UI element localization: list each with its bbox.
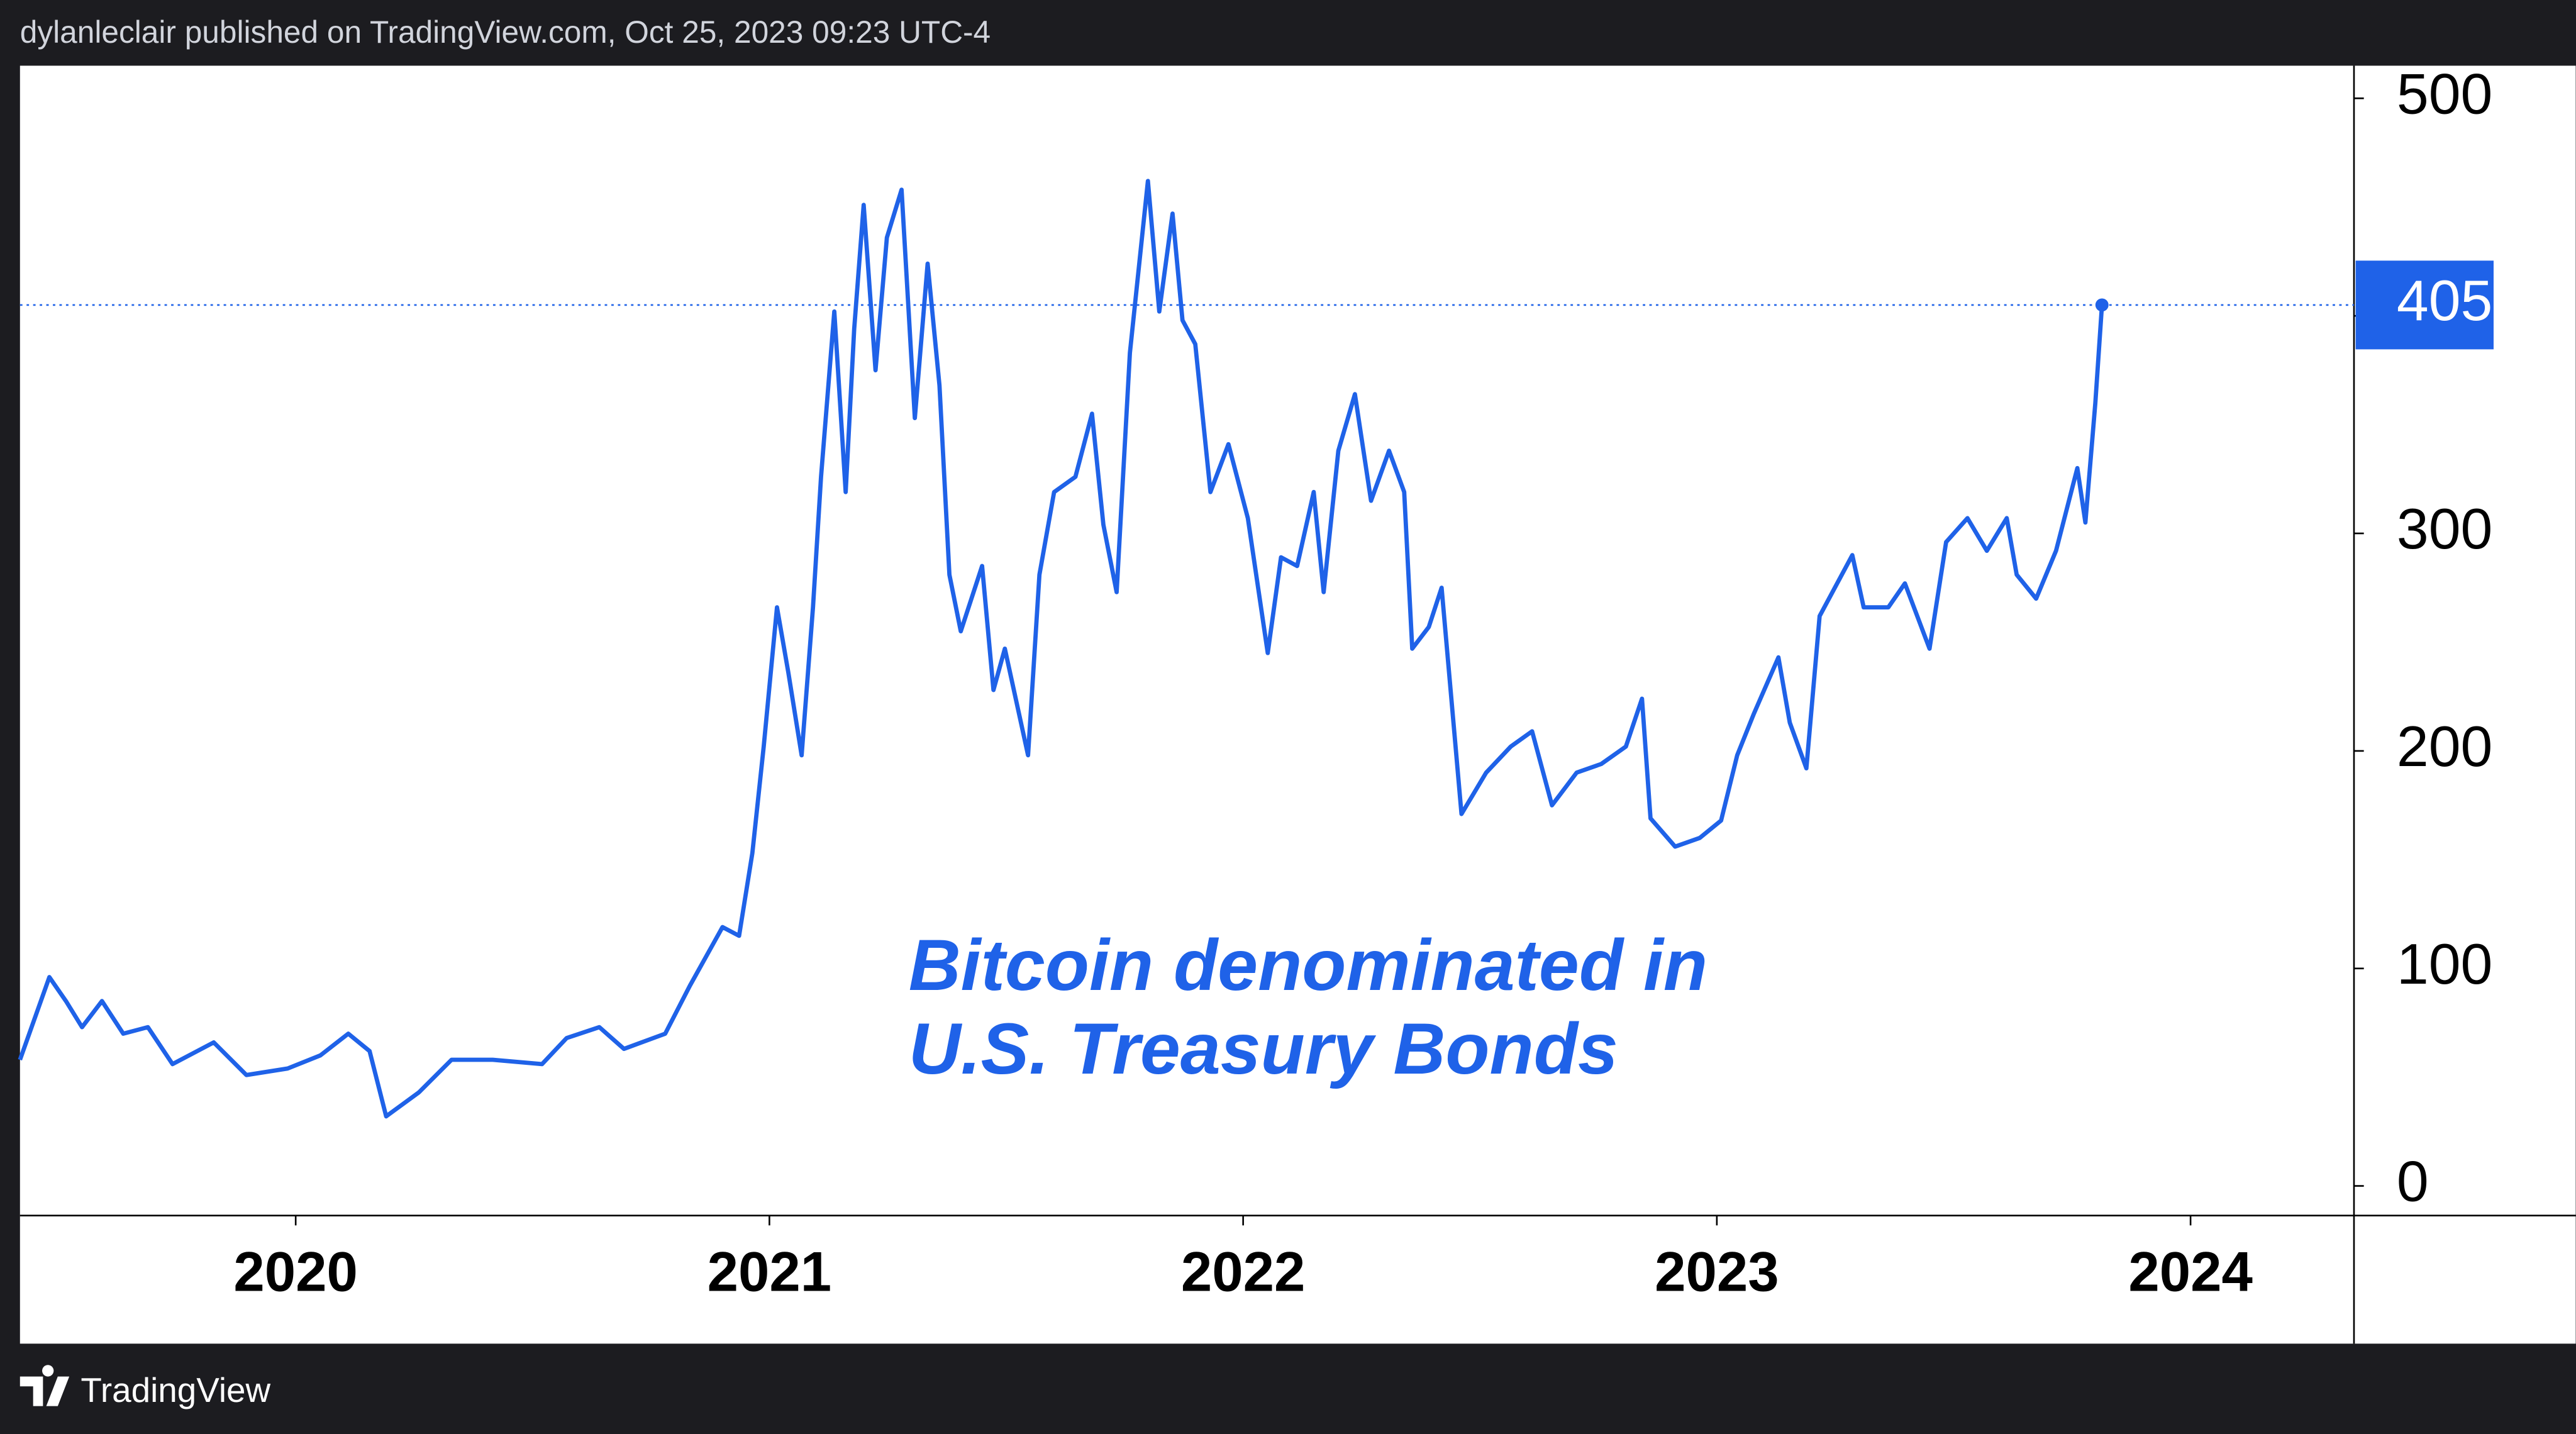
last-value-box [2355, 260, 2494, 350]
y-tick-label: 300 [2397, 497, 2492, 561]
tradingview-logo [19, 1365, 70, 1406]
annotation: U.S. Treasury Bonds [909, 1009, 1618, 1089]
y-tick-label: 200 [2397, 714, 2492, 779]
last-point [2095, 298, 2109, 312]
annotation: Bitcoin denominated in [909, 925, 1707, 1006]
footer-text: TradingView [80, 1370, 270, 1409]
x-tick-label: 2022 [1181, 1241, 1306, 1303]
header-text: dylanleclair published on TradingView.co… [20, 14, 991, 50]
y-tick-label: 500 [2397, 62, 2492, 126]
x-tick-label: 2020 [233, 1241, 358, 1303]
y-tick-label: 0 [2397, 1150, 2429, 1214]
logo-icon [19, 1365, 70, 1406]
plot-background [19, 65, 2576, 1344]
last-value-label: 405 [2397, 269, 2492, 333]
x-tick-label: 2024 [2128, 1241, 2253, 1303]
data-line [18, 179, 2104, 1119]
x-tick-label: 2023 [1655, 1241, 1779, 1303]
y-tick-label: 100 [2397, 932, 2492, 996]
x-tick-label: 2021 [708, 1241, 832, 1303]
